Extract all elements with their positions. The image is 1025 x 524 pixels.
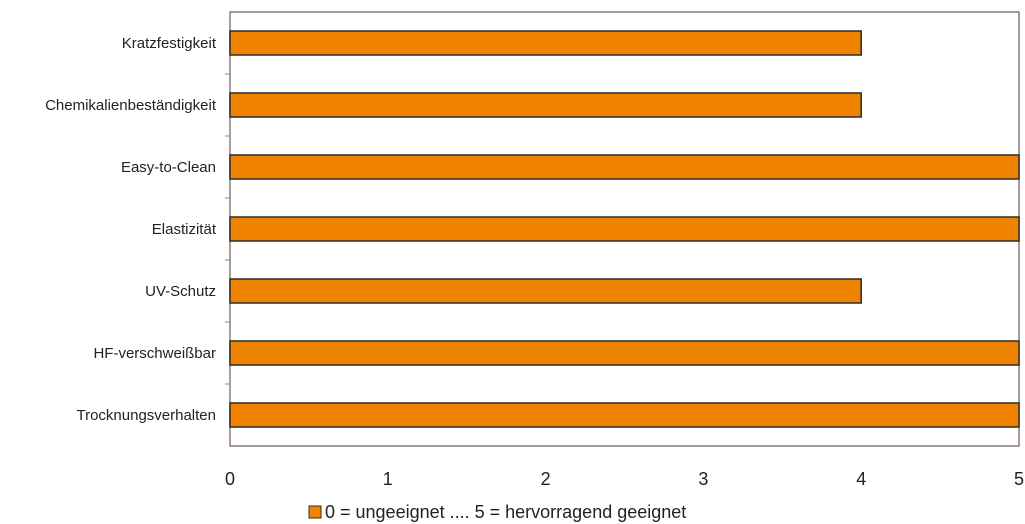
category-label: Trocknungsverhalten [76,407,216,424]
category-label: HF-verschweißbar [93,345,216,362]
category-label: Easy-to-Clean [121,159,216,176]
bar [229,154,1020,180]
bar [229,340,1020,366]
bar [229,278,862,304]
x-tick-label: 1 [383,469,393,489]
x-tick-label: 3 [698,469,708,489]
x-tick-label: 2 [541,469,551,489]
category-labels: Kratzfestigkeit Chemikalienbeständigkeit E… [45,35,217,424]
bar [229,30,862,56]
category-label: UV-Schutz [145,283,216,300]
x-axis: 0 1 2 3 4 5 [225,469,1024,489]
category-label: Chemikalienbeständigkeit [45,97,217,114]
category-label: Elastizität [152,221,217,238]
category-label: Kratzfestigkeit [122,35,217,52]
bar [229,216,1020,242]
bars [229,30,1020,428]
bar [229,92,862,118]
bar [229,402,1020,428]
legend-label: 0 = ungeeignet .... 5 = hervorragend gee… [325,502,686,522]
x-tick-label: 5 [1014,469,1024,489]
legend: 0 = ungeeignet .... 5 = hervorragend gee… [308,502,686,522]
x-tick-label: 0 [225,469,235,489]
legend-swatch [308,505,322,519]
x-tick-label: 4 [856,469,866,489]
